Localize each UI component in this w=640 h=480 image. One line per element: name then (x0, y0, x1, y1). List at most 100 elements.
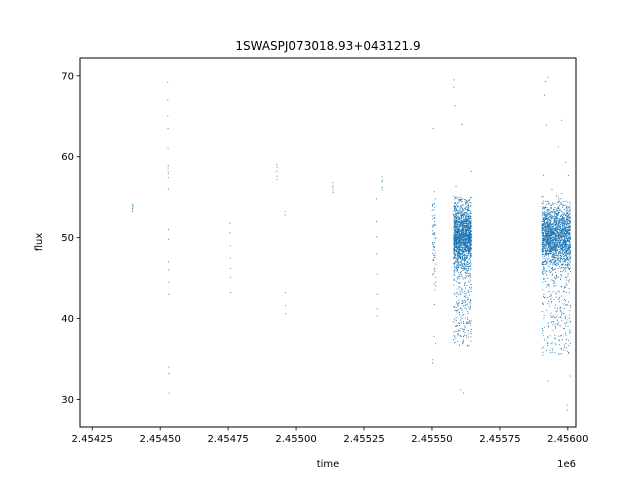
data-point (559, 265, 561, 267)
data-point (562, 260, 564, 262)
data-point (468, 228, 470, 230)
data-point (457, 266, 460, 268)
data-point (463, 295, 466, 297)
data-point (555, 248, 557, 250)
data-point (558, 343, 560, 345)
x-tick-label: 2.45525 (343, 434, 384, 445)
data-point (433, 335, 435, 337)
data-point (469, 322, 471, 324)
data-point (455, 216, 457, 218)
data-point (559, 225, 561, 227)
data-point (550, 260, 552, 262)
data-point (550, 321, 553, 323)
data-point (454, 197, 456, 199)
data-point (465, 267, 467, 269)
data-point (552, 291, 554, 293)
data-point (564, 238, 566, 240)
data-point (470, 237, 472, 239)
data-point (465, 234, 467, 236)
data-point (561, 247, 563, 249)
data-point (465, 302, 467, 304)
data-point (456, 224, 458, 226)
data-point (555, 259, 557, 261)
data-point (454, 210, 457, 212)
data-point (453, 86, 455, 88)
data-point (563, 222, 565, 224)
data-point (550, 262, 552, 264)
data-point (460, 335, 462, 338)
data-point (434, 220, 436, 223)
x-tick-label: 2.45500 (275, 434, 316, 445)
data-point (545, 270, 547, 272)
data-point (549, 223, 552, 225)
data-point (541, 213, 544, 215)
data-point (461, 291, 463, 293)
data-point (552, 321, 554, 323)
data-point (467, 245, 469, 247)
data-point (466, 336, 468, 338)
data-point (470, 170, 472, 172)
data-point (464, 304, 466, 306)
data-point (547, 345, 549, 347)
data-point (558, 200, 560, 203)
data-point (567, 253, 569, 255)
data-point (464, 260, 466, 262)
data-point (456, 217, 458, 219)
data-point (541, 229, 544, 231)
data-point (460, 204, 462, 207)
data-point (455, 242, 457, 244)
data-point (554, 224, 556, 226)
data-point (464, 281, 466, 283)
data-point (543, 335, 545, 337)
data-point (462, 232, 464, 234)
data-point (470, 212, 472, 214)
data-point (434, 234, 436, 236)
data-point (466, 252, 468, 255)
data-point (551, 238, 553, 240)
data-point (467, 312, 469, 314)
data-point (553, 253, 555, 255)
data-point (465, 251, 467, 253)
data-point (552, 315, 555, 317)
data-point (566, 240, 569, 242)
data-point (468, 265, 470, 268)
data-point (456, 210, 458, 212)
data-point (465, 321, 467, 323)
data-point (467, 290, 469, 293)
data-point (463, 210, 465, 212)
y-tick-label: 60 (61, 152, 74, 163)
data-point (432, 224, 434, 226)
data-point (547, 252, 550, 255)
data-point (565, 334, 567, 336)
data-point (457, 332, 459, 334)
data-point (453, 221, 455, 223)
y-tick-label: 50 (61, 233, 74, 244)
data-point (453, 79, 455, 81)
data-point (462, 224, 465, 226)
data-point (547, 241, 550, 243)
data-point (566, 235, 568, 237)
data-point (543, 261, 545, 263)
data-point (569, 227, 571, 229)
data-point (552, 242, 554, 244)
data-point (458, 240, 460, 242)
data-point (457, 254, 459, 256)
data-point (168, 293, 170, 295)
data-point (554, 268, 556, 270)
data-point (557, 221, 559, 223)
data-point (465, 249, 467, 251)
data-point (555, 218, 557, 220)
data-point (468, 221, 470, 223)
data-point (557, 234, 559, 237)
data-point (560, 204, 562, 206)
data-point (431, 209, 433, 212)
data-point (457, 222, 459, 224)
data-point (560, 352, 562, 354)
data-point (549, 244, 551, 246)
data-point (467, 303, 469, 305)
data-point (557, 227, 559, 229)
data-point (454, 232, 456, 234)
data-point (548, 225, 550, 227)
data-point (462, 204, 464, 206)
